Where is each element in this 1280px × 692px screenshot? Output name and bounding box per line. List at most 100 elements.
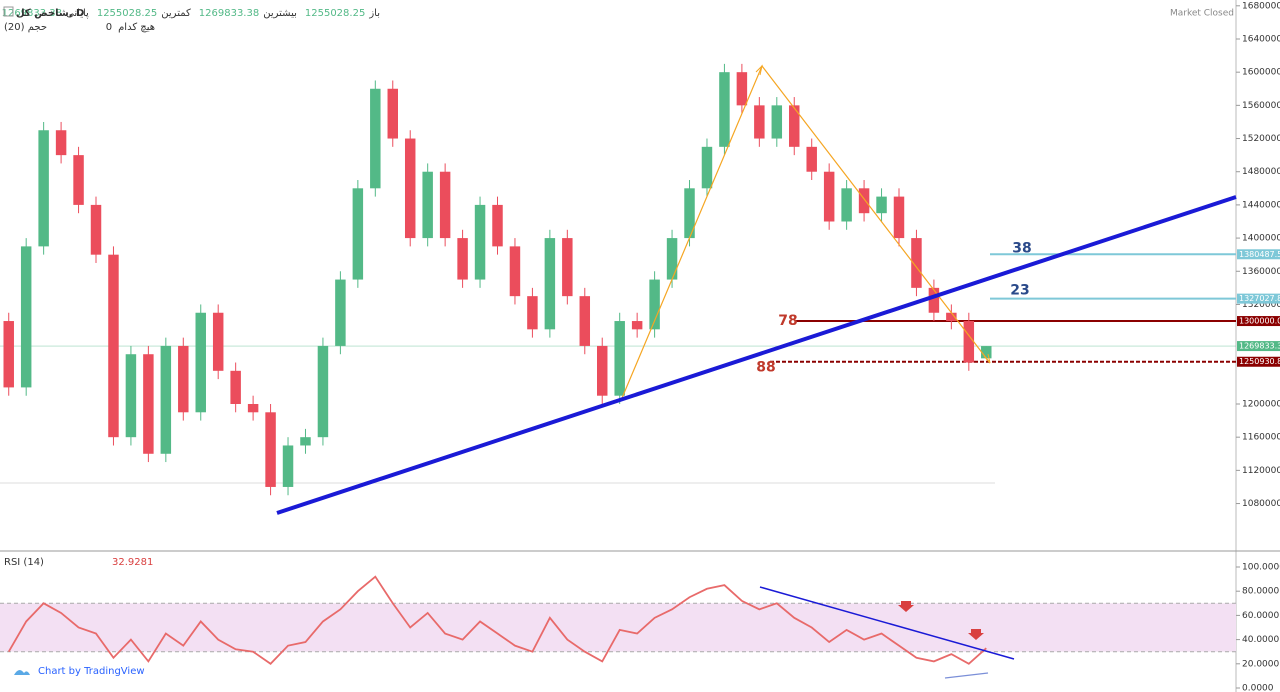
legend-label: پایانی [66,8,89,19]
level-tag: 38 [1012,240,1031,256]
candle-body [562,238,573,297]
y-tick-label: 1200000.00 [1242,399,1280,409]
candle-body [649,279,660,330]
candle-body [230,370,241,404]
level-price-box [1237,341,1280,352]
y-tick-label: 1520000.00 [1242,134,1280,144]
symbol-title: شاخص کل, D [16,8,84,19]
rsi-tick-label: 40.0000 [1242,635,1279,645]
candle-body [736,72,748,106]
candle-body [178,345,189,413]
candle-body [55,130,67,156]
y-tick-label: 1320000.00 [1242,300,1280,310]
y-tick-label: 1120000.00 [1242,466,1280,476]
candle-body [841,188,852,222]
candle-body [893,196,905,239]
divergence-arrow [944,672,989,679]
y-tick-label: 1480000.00 [1242,167,1280,177]
candle-body [474,204,486,280]
candle-body [946,312,957,322]
level-price-box [1237,316,1280,327]
candle-body [125,354,137,438]
level-price-label: 1269833.38 [1239,342,1280,351]
level-tag: 78 [778,313,797,329]
level-tag: 88 [756,360,775,376]
down-arrow [968,629,984,640]
candle-body [492,204,503,247]
legend-value: 0 [106,22,112,33]
level-price-box [1237,293,1280,304]
candle-body [387,88,398,139]
candle-body [754,105,765,139]
candle-body [73,155,84,205]
candle-body [544,238,556,330]
candle-body [789,105,800,147]
rsi-label: RSI (14) [4,557,44,568]
zigzag-arrow [755,64,763,76]
candle-body [3,321,14,388]
zigzag-arrow [983,353,991,364]
rsi-trend-line [759,586,1015,660]
level-price-label: 1300000.00 [1239,317,1280,326]
candle-body [684,188,695,239]
level-price-box [1237,356,1280,367]
rsi-last: 32.9281 [112,557,153,568]
market-status: Market Closed [1170,9,1234,19]
legend-label: بیشترین [263,8,297,19]
candle-body [858,188,870,214]
candle-body [911,238,922,288]
legend-label: هیچ کدام [118,22,155,33]
y-tick-label: 1680000.00 [1242,1,1280,11]
legend-label: باز [368,8,380,19]
collapse-button[interactable] [3,6,14,17]
candle-body [631,321,643,330]
legend-value: 1255028.25 [97,8,157,19]
y-tick-label: 1440000.00 [1242,200,1280,210]
candle-body [981,346,992,359]
rsi-tick-label: 60.0000 [1242,611,1279,621]
legend-value: 1269833.38 [2,8,62,19]
candle-body [666,238,678,280]
y-tick-label: 1640000.00 [1242,34,1280,44]
y-tick-label: 1560000.00 [1242,101,1280,111]
y-tick-label: 1160000.00 [1242,433,1280,443]
candle-body [928,287,940,313]
rsi-line [7,575,987,665]
candle-body [265,412,276,487]
rsi-tick-label: 100.0000 [1242,563,1280,573]
candle-body [422,171,433,239]
candle-body [806,146,817,172]
y-tick-label: 1080000.00 [1242,499,1280,509]
candle-body [195,312,206,413]
candle-body [404,138,416,239]
level-price-label: 1250930.88 [1239,357,1280,366]
rsi-tick-label: 80.0000 [1242,587,1279,597]
rsi-tick-label: 0.0000 [1242,684,1274,692]
rsi-tick-label: 20.0000 [1242,659,1279,669]
candle-body [579,296,591,346]
candle-body [439,171,451,239]
tv-logo [14,669,30,675]
candle-body [317,345,329,438]
candle-body [143,354,154,454]
candle-body [247,403,259,413]
candle-body [352,188,364,280]
candle-body [282,445,294,487]
candle-body [457,238,468,280]
candle-body [38,130,49,247]
level-price-label: 1327027.85 [1239,294,1280,303]
candle-body [212,312,224,371]
candle-body [771,105,783,139]
credit: Chart by TradingView [38,666,145,677]
legend-value: 1269833.38 [199,8,259,19]
legend-label: کمترین [161,8,191,19]
candle-body [876,196,887,214]
candle-body [108,254,119,438]
candle-body [614,321,625,396]
candle-body [160,345,172,454]
volume-label: حجم (20) [4,22,47,33]
legend-value: 1255028.25 [305,8,365,19]
candle-body [963,321,975,363]
candle-body [823,171,835,222]
